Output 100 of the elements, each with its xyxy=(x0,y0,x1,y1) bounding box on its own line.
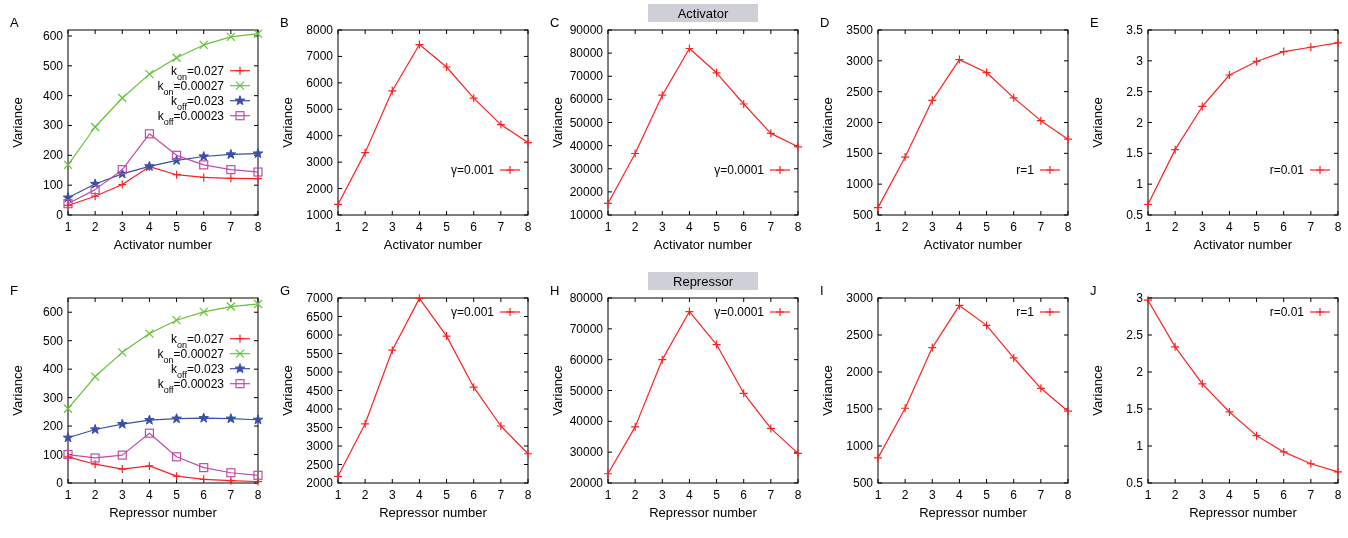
x-tick-label: 6 xyxy=(1280,220,1288,234)
x-axis-title: Activator number xyxy=(653,237,753,252)
y-axis-title: Variance xyxy=(550,365,565,416)
chart-title: I xyxy=(820,283,824,298)
x-axis-title: Activator number xyxy=(113,237,213,252)
legend-label: r=1 xyxy=(1016,305,1035,319)
x-tick-label: 3 xyxy=(1198,220,1206,234)
x-tick-label: 4 xyxy=(956,220,964,234)
x-tick-label: 4 xyxy=(416,220,424,234)
x-tick-label: 5 xyxy=(983,488,991,502)
y-axis-title: Variance xyxy=(280,365,295,416)
y-tick-label: 600 xyxy=(42,305,64,320)
x-axis-title: Repressor number xyxy=(1189,505,1298,520)
x-tick-label: 4 xyxy=(416,488,424,502)
y-tick-label: 50000 xyxy=(569,115,604,130)
y-tick-label: 7000 xyxy=(306,49,334,64)
x-tick-label: 5 xyxy=(173,488,181,502)
legend-label: r=1 xyxy=(1016,163,1035,177)
x-tick-label: 2 xyxy=(1171,220,1179,234)
x-tick-label: 5 xyxy=(443,220,451,234)
x-tick-label: 3 xyxy=(118,488,126,502)
y-tick-label: 5000 xyxy=(306,102,334,117)
y-tick-label: 300 xyxy=(42,118,64,133)
y-tick-label: 60000 xyxy=(569,352,604,367)
y-tick-label: 1500 xyxy=(846,146,874,161)
y-tick-label: 200 xyxy=(42,419,64,434)
legend-label: k$_{on}$=0.027 xyxy=(170,331,225,350)
x-axis-title: Repressor number xyxy=(919,505,1028,520)
x-tick-label: 7 xyxy=(767,488,775,502)
x-tick-label: 5 xyxy=(983,220,991,234)
x-tick-label: 3 xyxy=(118,220,126,234)
x-tick-label: 4 xyxy=(1226,488,1234,502)
x-tick-label: 3 xyxy=(1198,488,1206,502)
x-tick-label: 8 xyxy=(254,220,262,234)
x-tick-label: 8 xyxy=(1334,220,1342,234)
x-tick-label: 3 xyxy=(388,488,396,502)
y-tick-label: 400 xyxy=(42,362,64,377)
x-tick-label: 8 xyxy=(1064,220,1072,234)
x-tick-label: 6 xyxy=(740,488,748,502)
y-tick-label: 90000 xyxy=(569,23,604,37)
y-tick-label: 1500 xyxy=(846,402,874,416)
x-axis-title: Activator number xyxy=(923,237,1023,252)
y-tick-label: 3 xyxy=(1136,291,1144,305)
x-tick-label: 3 xyxy=(388,220,396,234)
x-axis-title: Activator number xyxy=(1193,237,1293,252)
y-tick-label: 2500 xyxy=(846,328,874,342)
x-tick-label: 6 xyxy=(1280,488,1288,502)
x-tick-label: 7 xyxy=(1307,488,1315,502)
x-axis-title: Repressor number xyxy=(379,505,488,520)
y-tick-label: 5500 xyxy=(306,346,334,361)
x-tick-label: 4 xyxy=(686,488,694,502)
y-tick-label: 2 xyxy=(1136,115,1144,130)
x-tick-label: 2 xyxy=(91,220,99,234)
y-tick-label: 0 xyxy=(56,208,64,222)
x-tick-label: 8 xyxy=(524,220,532,234)
y-axis-title: Variance xyxy=(820,97,835,148)
x-tick-label: 8 xyxy=(794,220,802,234)
x-tick-label: 3 xyxy=(658,220,666,234)
y-tick-label: 3000 xyxy=(306,155,334,170)
legend-label: k$_{on}$=0.027 xyxy=(170,63,225,82)
y-tick-label: 300 xyxy=(42,390,64,405)
y-tick-label: 70000 xyxy=(569,69,604,84)
y-tick-label: 2000 xyxy=(846,365,874,379)
x-tick-label: 5 xyxy=(443,488,451,502)
y-tick-label: 0.5 xyxy=(1126,476,1144,490)
legend-label: γ=0.001 xyxy=(450,305,495,319)
x-tick-label: 7 xyxy=(227,220,235,234)
chart-subtitle: Repressor xyxy=(673,274,734,289)
y-tick-label: 500 xyxy=(852,208,874,222)
x-tick-label: 4 xyxy=(686,220,694,234)
legend-label: γ=0.001 xyxy=(450,163,495,177)
y-tick-label: 7000 xyxy=(306,291,334,305)
x-tick-label: 8 xyxy=(794,488,802,502)
y-tick-label: 80000 xyxy=(569,291,604,305)
chart-title: E xyxy=(1090,15,1099,30)
x-tick-label: 6 xyxy=(470,488,478,502)
y-tick-label: 60000 xyxy=(569,92,604,107)
y-axis-title: Variance xyxy=(1090,365,1105,416)
legend-label: r=0.01 xyxy=(1269,305,1305,319)
x-tick-label: 2 xyxy=(361,488,369,502)
x-tick-label: 7 xyxy=(1307,220,1315,234)
y-tick-label: 20000 xyxy=(569,476,604,490)
y-tick-label: 40000 xyxy=(569,138,604,153)
x-tick-label: 7 xyxy=(1037,220,1045,234)
y-tick-label: 3 xyxy=(1136,53,1144,68)
chart-title: C xyxy=(550,15,560,30)
x-tick-label: 3 xyxy=(928,220,936,234)
chart-title: D xyxy=(820,15,830,30)
y-tick-label: 100 xyxy=(42,447,64,462)
y-tick-label: 1000 xyxy=(306,208,334,222)
x-tick-label: 2 xyxy=(91,488,99,502)
x-axis-title: Repressor number xyxy=(649,505,758,520)
x-tick-label: 2 xyxy=(631,488,639,502)
y-tick-label: 4000 xyxy=(306,402,334,416)
y-tick-label: 2.5 xyxy=(1126,84,1144,99)
y-tick-label: 1.5 xyxy=(1126,146,1144,161)
chart-title: H xyxy=(550,283,560,298)
y-tick-label: 4000 xyxy=(306,128,334,143)
x-tick-label: 7 xyxy=(227,488,235,502)
y-tick-label: 1 xyxy=(1136,439,1144,453)
